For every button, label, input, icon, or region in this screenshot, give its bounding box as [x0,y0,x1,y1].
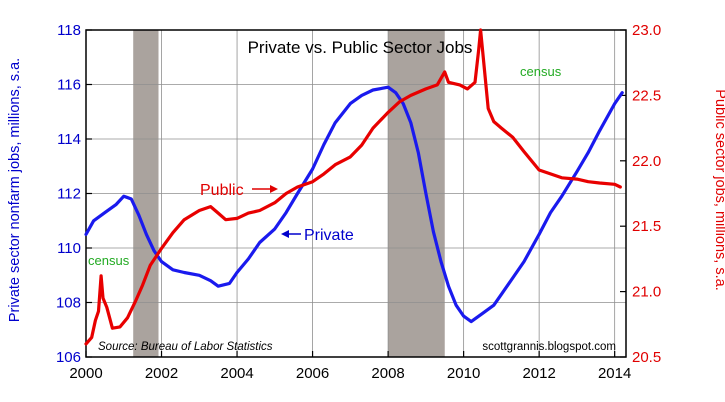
census-annotation-right: census [520,64,562,79]
ticks: 2000 2002 2004 2006 2008 2010 2012 2014 106 108 11… [56,22,661,382]
series-lines [84,28,624,346]
y-right-tick-label-1: 21.0 [632,284,661,301]
public-series-label: Public [200,182,244,199]
credit-note: scottgrannis.blogspot.com [482,341,616,353]
x-tick-label-5: 2010 [447,365,480,382]
public-arrow-head [270,185,278,193]
private-series-label: Private [304,227,354,244]
y-left-tick-label-6: 118 [57,22,81,39]
x-tick-label-6: 2012 [522,365,555,382]
y-left-tick-label-0: 106 [56,349,81,366]
y-left-tick-label-4: 114 [57,131,81,148]
y-right-tick-label-0: 20.5 [632,349,661,366]
x-tick-label-2: 2004 [220,365,253,382]
private-label-group: Private [281,227,354,244]
y-left-tick-label-3: 112 [57,186,81,203]
y-left-tick-label-1: 108 [56,295,81,312]
census-annotation-left: census [88,253,130,268]
series-line-private [84,85,624,324]
y-left-tick-label-5: 116 [57,77,81,94]
y-right-tick-label-2: 21.5 [632,218,661,235]
y-right-tick-label-3: 22.0 [632,153,661,170]
private-arrow-head [281,230,289,238]
x-tick-label-1: 2002 [145,365,178,382]
y-axis-right-label: Public sector jobs, millions, s.a. [712,89,725,290]
x-tick-label-3: 2006 [296,365,329,382]
x-tick-label-7: 2014 [598,365,631,382]
public-label-group: Public [200,182,278,199]
y-right-tick-label-4: 22.5 [632,87,661,104]
y-left-tick-label-2: 110 [57,240,81,257]
y-axis-left-label: Private sector nonfarm jobs, millions, s… [7,58,23,322]
y-right-tick-label-5: 23.0 [632,22,661,39]
x-tick-label-0: 2000 [69,365,102,382]
source-note: Source: Bureau of Labor Statistics [98,341,273,353]
series-line-public [84,28,622,346]
chart-title: Private vs. Public Sector Jobs [248,38,473,57]
x-tick-label-4: 2008 [371,365,404,382]
gridlines [86,30,626,357]
